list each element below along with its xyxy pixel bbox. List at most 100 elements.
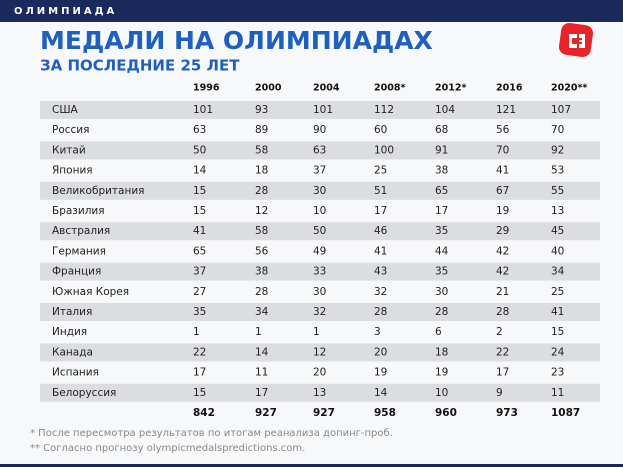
total-cell: 842 xyxy=(193,407,215,419)
value-cell: 28 xyxy=(435,306,448,318)
value-cell: 10 xyxy=(313,205,326,217)
total-cell: 960 xyxy=(435,407,457,419)
logo-glyph xyxy=(569,34,585,48)
value-cell: 19 xyxy=(435,367,448,379)
value-cell: 42 xyxy=(496,266,509,278)
country-cell: Бразилия xyxy=(52,205,105,217)
value-cell: 15 xyxy=(193,387,206,399)
value-cell: 32 xyxy=(374,286,387,298)
value-cell: 30 xyxy=(313,286,326,298)
value-cell: 41 xyxy=(551,306,564,318)
value-cell: 44 xyxy=(435,245,449,257)
value-cell: 6 xyxy=(435,326,442,338)
value-cell: 11 xyxy=(551,387,564,399)
value-cell: 10 xyxy=(435,387,448,399)
logo xyxy=(558,22,594,58)
country-cell: Южная Корея xyxy=(52,286,129,298)
column-header: 2004 xyxy=(313,83,340,94)
value-cell: 25 xyxy=(551,286,564,298)
value-cell: 3 xyxy=(374,326,381,338)
value-cell: 17 xyxy=(496,367,509,379)
value-cell: 40 xyxy=(551,245,564,257)
column-header: 2008* xyxy=(374,83,405,94)
value-cell: 45 xyxy=(551,225,564,237)
country-cell: Испания xyxy=(52,367,99,379)
column-header: 2016 xyxy=(496,83,523,94)
value-cell: 28 xyxy=(374,306,387,318)
value-cell: 19 xyxy=(496,205,509,217)
footnote: ** Согласно прогнозу olympicmedalspredic… xyxy=(30,443,305,454)
value-cell: 55 xyxy=(551,185,564,197)
value-cell: 53 xyxy=(551,165,564,177)
row-stripe xyxy=(40,303,600,321)
value-cell: 34 xyxy=(255,306,269,318)
value-cell: 101 xyxy=(313,104,333,116)
value-cell: 9 xyxy=(496,387,503,399)
value-cell: 93 xyxy=(255,104,268,116)
value-cell: 68 xyxy=(435,124,448,136)
value-cell: 56 xyxy=(255,245,269,257)
value-cell: 65 xyxy=(193,245,206,257)
value-cell: 30 xyxy=(435,286,448,298)
value-cell: 104 xyxy=(435,104,455,116)
title: МЕДАЛИ НА ОЛИМПИАДАХ xyxy=(40,26,433,55)
top-bar xyxy=(0,0,623,22)
value-cell: 35 xyxy=(435,266,448,278)
section-label: ОЛИМПИАДА xyxy=(14,6,117,17)
value-cell: 35 xyxy=(193,306,206,318)
value-cell: 2 xyxy=(496,326,503,338)
total-cell: 927 xyxy=(255,407,277,419)
value-cell: 28 xyxy=(255,185,268,197)
value-cell: 41 xyxy=(193,225,206,237)
row-stripe xyxy=(40,262,600,281)
value-cell: 37 xyxy=(313,165,326,177)
country-cell: Италия xyxy=(52,306,92,318)
value-cell: 28 xyxy=(496,306,509,318)
row-stripe xyxy=(40,181,600,200)
column-header: 2020** xyxy=(551,83,587,94)
value-cell: 46 xyxy=(374,225,388,237)
value-cell: 1 xyxy=(193,326,200,338)
value-cell: 70 xyxy=(496,144,509,156)
value-cell: 30 xyxy=(313,185,326,197)
value-cell: 12 xyxy=(255,205,268,217)
country-cell: Франция xyxy=(52,266,101,278)
country-cell: США xyxy=(52,104,79,116)
value-cell: 22 xyxy=(193,346,206,358)
country-cell: Индия xyxy=(52,326,87,338)
country-cell: Австралия xyxy=(52,225,110,237)
value-cell: 18 xyxy=(435,346,448,358)
value-cell: 89 xyxy=(255,124,268,136)
value-cell: 1 xyxy=(313,326,320,338)
value-cell: 32 xyxy=(313,306,326,318)
value-cell: 17 xyxy=(193,367,206,379)
value-cell: 13 xyxy=(551,205,564,217)
row-stripe xyxy=(40,383,600,402)
value-cell: 34 xyxy=(551,266,565,278)
value-cell: 121 xyxy=(496,104,516,116)
value-cell: 24 xyxy=(551,346,565,358)
value-cell: 15 xyxy=(551,326,564,338)
value-cell: 41 xyxy=(374,245,387,257)
value-cell: 14 xyxy=(255,346,269,358)
value-cell: 65 xyxy=(435,185,448,197)
value-cell: 42 xyxy=(496,245,509,257)
value-cell: 56 xyxy=(496,124,510,136)
value-cell: 28 xyxy=(255,286,268,298)
column-header: 1996 xyxy=(193,83,220,94)
country-cell: Китай xyxy=(52,144,86,156)
value-cell: 18 xyxy=(255,165,268,177)
row-stripe xyxy=(40,141,600,160)
value-cell: 23 xyxy=(551,367,564,379)
country-cell: Канада xyxy=(52,346,93,358)
footnote: * После пересмотра результатов по итогам… xyxy=(30,428,393,439)
value-cell: 27 xyxy=(193,286,206,298)
row-stripe xyxy=(40,343,600,362)
value-cell: 13 xyxy=(313,387,326,399)
value-cell: 101 xyxy=(193,104,213,116)
value-cell: 15 xyxy=(193,205,206,217)
value-cell: 14 xyxy=(374,387,388,399)
value-cell: 11 xyxy=(255,367,268,379)
value-cell: 90 xyxy=(313,124,326,136)
